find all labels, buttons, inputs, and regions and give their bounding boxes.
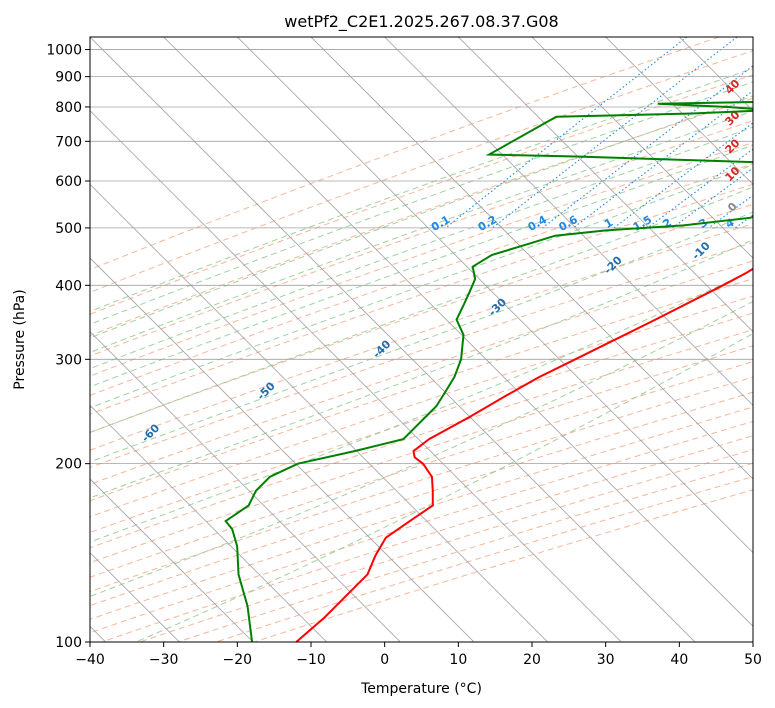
y-tick-label: 600 <box>55 174 82 190</box>
x-tick-label: 20 <box>523 652 541 668</box>
y-tick-label: 500 <box>55 221 82 237</box>
mixing-ratio-line <box>542 65 753 229</box>
moist-adiabat-line <box>135 333 753 642</box>
moist-adiabat-line <box>90 164 753 409</box>
x-tick-label: −20 <box>223 652 253 668</box>
chart-title: wetPf2_C2E1.2025.267.08.37.G08 <box>284 12 558 32</box>
mixing-ratio-line <box>672 167 753 229</box>
dewpoint-series-line <box>224 100 753 642</box>
isotherms <box>90 37 753 642</box>
mixing-ratio-lines <box>445 37 753 229</box>
dry-adiabat-line <box>90 329 753 549</box>
y-tick-label: 1000 <box>46 43 82 59</box>
y-tick-label: 400 <box>55 278 82 294</box>
x-tick-label: 0 <box>380 652 389 668</box>
y-tick-label: 900 <box>55 70 82 86</box>
isotherm-line <box>163 37 753 627</box>
dry-adiabat-line <box>90 312 753 533</box>
y-tick-label: 300 <box>55 352 82 368</box>
isotherm-line <box>90 257 475 642</box>
moist-adiabat-line <box>90 211 753 463</box>
x-tick-label: 30 <box>597 652 615 668</box>
x-axis-ticks: −40 −30 −20 −10 0 10 20 30 40 50 <box>75 642 762 668</box>
x-tick-label: −30 <box>149 652 179 668</box>
isotherm-line <box>90 37 696 642</box>
isotherm-line <box>458 37 753 333</box>
y-tick-label: 800 <box>55 100 82 116</box>
isotherm-line <box>90 183 548 642</box>
x-tick-label: 10 <box>449 652 467 668</box>
isotherm-line <box>90 404 327 642</box>
mixing-ratio-label: 6 <box>762 216 775 231</box>
isotherm-label: -70 <box>23 463 46 486</box>
moist-adiabat-line <box>90 186 753 433</box>
moist-adiabat-line <box>90 110 753 354</box>
dry-adiabat-line <box>90 391 753 607</box>
dry-adiabat-line <box>90 260 753 485</box>
y-tick-label: 100 <box>55 635 82 651</box>
isotherm-line <box>90 110 622 642</box>
moist-adiabat-line <box>90 144 753 388</box>
x-tick-label: 50 <box>744 652 762 668</box>
isotherm-line <box>605 37 753 185</box>
y-axis-ticks: 100 200 300 400 500 600 700 800 900 1000 <box>46 43 90 651</box>
moist-adiabats <box>90 67 753 642</box>
isotherm-line <box>531 37 753 259</box>
x-tick-label: −10 <box>296 652 326 668</box>
dry-adiabat-line <box>90 142 753 377</box>
dry-adiabat-line <box>90 278 753 502</box>
dry-adiabat-line <box>90 223 753 451</box>
y-tick-label: 200 <box>55 457 82 473</box>
isotherm-line <box>384 37 753 406</box>
temperature-series-line <box>295 267 753 642</box>
x-tick-label: −40 <box>75 652 105 668</box>
moist-adiabat-line <box>90 81 753 325</box>
dry-adiabat-line <box>90 50 753 293</box>
plot-layer: -100-90-80-70-60-50-40-30-20-10010203040… <box>23 37 775 642</box>
mixing-ratio-line <box>572 90 753 229</box>
dry-adiabat-line <box>90 163 753 396</box>
isotherm-line <box>90 331 401 642</box>
x-tick-label: 40 <box>670 652 688 668</box>
isotherm-line <box>752 37 753 38</box>
dry-adiabat-line <box>90 120 753 357</box>
y-axis-title: Pressure (hPa) <box>12 289 28 389</box>
isotherm-line <box>237 37 753 554</box>
plot-area <box>90 37 753 642</box>
dry-adiabat-line <box>90 74 753 315</box>
plot-frame <box>89 36 754 643</box>
isotherm-line <box>90 478 254 642</box>
mixing-ratio-line <box>492 37 738 229</box>
y-tick-label: 700 <box>55 134 82 150</box>
dry-adiabat-line <box>90 97 753 337</box>
x-axis-title: Temperature (°C) <box>360 681 482 697</box>
dry-adiabat-line <box>90 183 753 415</box>
